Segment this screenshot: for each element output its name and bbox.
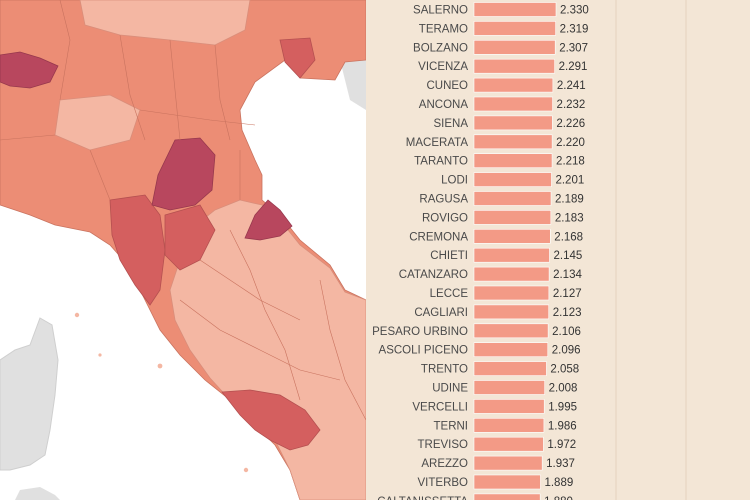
bar[interactable] bbox=[473, 399, 545, 414]
island bbox=[98, 353, 102, 357]
neighbor-land bbox=[340, 55, 366, 110]
category-label: VERCELLI bbox=[412, 401, 468, 413]
northeast-province bbox=[279, 37, 316, 79]
value-label: 2.058 bbox=[550, 364, 579, 376]
category-label: TRENTO bbox=[421, 364, 468, 376]
bar[interactable] bbox=[473, 77, 554, 93]
corsica bbox=[0, 317, 59, 471]
bar[interactable] bbox=[473, 210, 552, 225]
category-label: LECCE bbox=[430, 288, 469, 300]
map-svg bbox=[0, 0, 366, 500]
sardinia bbox=[15, 487, 60, 500]
value-label: 2.330 bbox=[560, 5, 589, 17]
bar[interactable] bbox=[473, 191, 552, 206]
bar[interactable] bbox=[473, 266, 550, 282]
highlight-province bbox=[244, 199, 293, 241]
bar[interactable] bbox=[473, 247, 550, 263]
latium-province bbox=[221, 389, 321, 451]
bar[interactable] bbox=[473, 342, 549, 358]
value-label: 2.241 bbox=[557, 80, 586, 92]
value-label: 2.008 bbox=[549, 383, 578, 395]
value-label: 2.232 bbox=[557, 99, 586, 111]
value-label: 1.880 bbox=[544, 496, 573, 500]
value-label: 2.218 bbox=[556, 156, 585, 168]
value-label: 2.226 bbox=[556, 118, 585, 130]
bar[interactable] bbox=[473, 134, 553, 150]
choropleth-map[interactable] bbox=[0, 0, 366, 500]
highlight-province bbox=[0, 51, 59, 89]
bar[interactable] bbox=[473, 229, 551, 244]
bar-chart: SALERNO 2.330 TERAMO 2.319 BOLZANO 2.307 VICEN… bbox=[372, 0, 687, 500]
category-label: TARANTO bbox=[414, 156, 468, 168]
island bbox=[74, 312, 80, 318]
bar[interactable] bbox=[473, 39, 556, 55]
value-label: 2.307 bbox=[559, 42, 588, 54]
bar[interactable] bbox=[473, 2, 557, 17]
category-label: TERAMO bbox=[419, 23, 468, 35]
category-label: PESARO URBINO bbox=[372, 326, 468, 338]
category-label: MACERATA bbox=[406, 137, 469, 149]
value-label: 2.220 bbox=[556, 137, 585, 149]
value-label: 2.127 bbox=[553, 288, 582, 300]
bar[interactable] bbox=[473, 474, 541, 490]
category-label: ASCOLI PICENO bbox=[379, 345, 469, 357]
bar[interactable] bbox=[473, 436, 544, 452]
category-label: CATANZARO bbox=[399, 269, 468, 281]
category-label: CHIETI bbox=[430, 250, 468, 262]
value-label: 1.937 bbox=[546, 458, 575, 470]
value-label: 2.183 bbox=[555, 212, 584, 224]
island bbox=[157, 363, 163, 369]
province-borders bbox=[0, 0, 366, 421]
category-label: AREZZO bbox=[421, 458, 468, 470]
bar[interactable] bbox=[473, 323, 549, 339]
category-label: SALERNO bbox=[413, 5, 468, 17]
bar[interactable] bbox=[473, 115, 553, 131]
bar[interactable] bbox=[473, 96, 553, 112]
category-label: TERNI bbox=[434, 420, 469, 432]
bar[interactable] bbox=[473, 304, 550, 320]
category-label: CREMONA bbox=[409, 231, 468, 243]
value-label: 1.995 bbox=[548, 401, 577, 413]
bar[interactable] bbox=[473, 380, 545, 395]
category-label: SIENA bbox=[433, 118, 468, 130]
bar[interactable] bbox=[473, 361, 547, 376]
value-label: 2.291 bbox=[559, 61, 588, 73]
category-label: RAGUSA bbox=[419, 194, 468, 206]
value-label: 2.168 bbox=[554, 231, 583, 243]
bar[interactable] bbox=[473, 153, 553, 168]
value-label: 1.972 bbox=[547, 439, 576, 451]
bar-chart-panel: SALERNO 2.330 TERAMO 2.319 BOLZANO 2.307 VICEN… bbox=[366, 0, 750, 500]
value-label: 2.106 bbox=[552, 326, 581, 338]
category-label: ROVIGO bbox=[422, 212, 468, 224]
category-label: VITERBO bbox=[418, 477, 469, 489]
category-label: BOLZANO bbox=[413, 42, 468, 54]
value-label: 2.134 bbox=[553, 269, 582, 281]
value-label: 2.201 bbox=[555, 175, 584, 187]
highlight-province bbox=[151, 137, 216, 211]
bar[interactable] bbox=[473, 21, 556, 36]
bar[interactable] bbox=[473, 417, 545, 433]
value-label: 2.189 bbox=[555, 194, 584, 206]
category-label: ANCONA bbox=[419, 99, 469, 111]
category-label: VICENZA bbox=[418, 61, 468, 73]
value-label: 2.096 bbox=[552, 345, 581, 357]
bar[interactable] bbox=[473, 58, 555, 74]
category-label: UDINE bbox=[432, 383, 468, 395]
bar[interactable] bbox=[473, 493, 541, 500]
category-label: CALTANISSETTA bbox=[377, 496, 468, 500]
island bbox=[243, 467, 249, 473]
value-label: 2.123 bbox=[553, 307, 582, 319]
category-label: LODI bbox=[441, 175, 468, 187]
category-label: CAGLIARI bbox=[414, 307, 468, 319]
alpine-provinces bbox=[79, 0, 251, 46]
value-label: 2.319 bbox=[560, 23, 589, 35]
bar[interactable] bbox=[473, 455, 543, 471]
value-label: 1.986 bbox=[548, 420, 577, 432]
value-label: 2.145 bbox=[553, 250, 582, 262]
category-label: TREVISO bbox=[418, 439, 469, 451]
category-label: CUNEO bbox=[426, 80, 468, 92]
value-label: 1.889 bbox=[544, 477, 573, 489]
bar[interactable] bbox=[473, 285, 550, 301]
bar[interactable] bbox=[473, 172, 552, 187]
